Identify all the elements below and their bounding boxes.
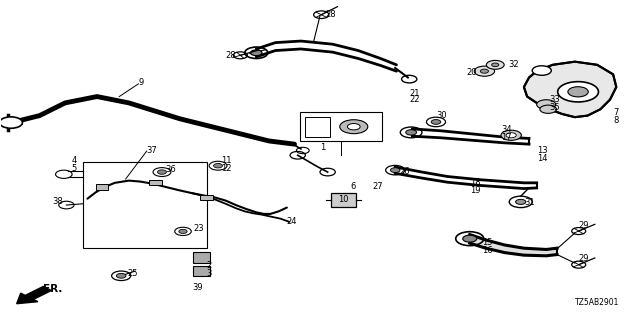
Circle shape <box>406 130 417 135</box>
Polygon shape <box>470 235 557 256</box>
Circle shape <box>179 229 187 233</box>
Text: 26: 26 <box>399 167 410 176</box>
Text: TZ5AB2901: TZ5AB2901 <box>575 298 620 307</box>
Circle shape <box>157 170 166 174</box>
Text: 31: 31 <box>524 198 534 207</box>
Text: 8: 8 <box>613 116 618 125</box>
Text: 20: 20 <box>467 68 477 77</box>
Text: 10: 10 <box>338 195 348 204</box>
Circle shape <box>492 63 499 67</box>
Text: 24: 24 <box>286 217 297 226</box>
Text: 11: 11 <box>221 156 232 165</box>
Text: 7: 7 <box>613 108 618 117</box>
Text: 1: 1 <box>320 143 325 152</box>
Text: 3: 3 <box>207 269 212 278</box>
Text: 28: 28 <box>226 52 236 60</box>
Text: 5: 5 <box>72 164 77 173</box>
Text: 29: 29 <box>578 220 589 229</box>
Circle shape <box>431 120 441 124</box>
Bar <box>96 184 108 189</box>
Circle shape <box>340 120 368 134</box>
Circle shape <box>568 87 588 97</box>
Circle shape <box>348 124 360 130</box>
Circle shape <box>501 130 522 140</box>
Text: 17: 17 <box>501 133 511 142</box>
Text: 29: 29 <box>578 254 589 263</box>
Text: 36: 36 <box>166 165 177 174</box>
Text: FR.: FR. <box>43 284 62 294</box>
Text: 32: 32 <box>508 60 518 69</box>
Text: 16: 16 <box>483 246 493 255</box>
Text: 18: 18 <box>470 178 481 187</box>
Circle shape <box>557 82 598 102</box>
Text: 39: 39 <box>193 283 203 292</box>
Text: 23: 23 <box>194 224 204 233</box>
Text: 37: 37 <box>147 146 157 155</box>
Bar <box>300 112 383 141</box>
Bar <box>305 116 330 137</box>
Polygon shape <box>524 62 616 117</box>
Text: 12: 12 <box>221 164 232 173</box>
Bar <box>193 266 211 276</box>
Text: 25: 25 <box>127 269 138 278</box>
Circle shape <box>481 69 488 73</box>
Circle shape <box>506 133 516 138</box>
Text: 9: 9 <box>138 78 143 87</box>
Text: 13: 13 <box>537 146 547 155</box>
Text: 4: 4 <box>72 156 77 165</box>
Text: 14: 14 <box>537 154 547 163</box>
Circle shape <box>532 66 551 75</box>
Text: 38: 38 <box>52 197 63 206</box>
Text: 30: 30 <box>436 111 447 120</box>
Text: 34: 34 <box>501 125 511 134</box>
Circle shape <box>463 235 477 242</box>
Circle shape <box>486 60 504 69</box>
Circle shape <box>537 100 556 109</box>
Circle shape <box>516 199 526 204</box>
Circle shape <box>116 273 126 278</box>
FancyArrow shape <box>17 286 51 304</box>
Circle shape <box>540 105 556 113</box>
Text: 6: 6 <box>351 182 356 191</box>
Text: 19: 19 <box>470 186 480 195</box>
Text: 2: 2 <box>207 261 212 270</box>
Text: 33: 33 <box>549 95 560 104</box>
Circle shape <box>0 117 22 128</box>
Bar <box>83 162 207 248</box>
Circle shape <box>214 164 223 168</box>
Text: 28: 28 <box>325 10 336 19</box>
Bar <box>332 193 356 207</box>
Bar <box>200 195 213 200</box>
Text: 21: 21 <box>409 89 420 98</box>
Bar <box>193 252 211 263</box>
Circle shape <box>474 66 495 76</box>
Text: 22: 22 <box>409 95 420 104</box>
Bar <box>149 180 162 185</box>
Text: 35: 35 <box>549 103 560 112</box>
Circle shape <box>250 50 262 56</box>
Circle shape <box>390 168 400 172</box>
Text: 15: 15 <box>483 238 493 247</box>
Text: 27: 27 <box>372 182 383 191</box>
